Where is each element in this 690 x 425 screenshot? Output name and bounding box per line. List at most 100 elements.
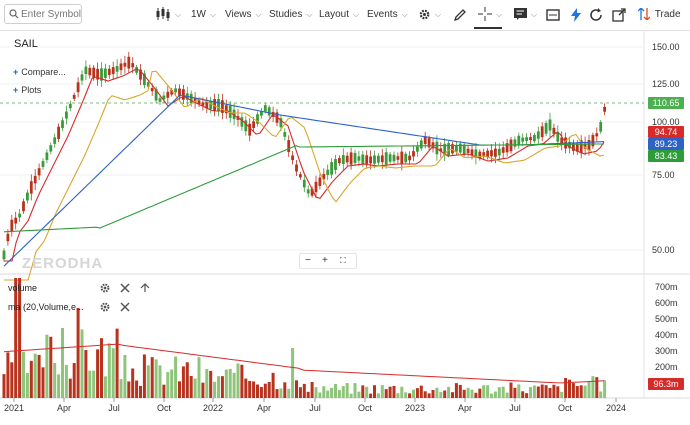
- trade-label: Trade: [654, 9, 681, 20]
- fit-screen-icon[interactable]: ⛶: [340, 256, 346, 265]
- plots-button[interactable]: + Plots: [13, 85, 41, 95]
- studies-menu[interactable]: Studies ⌵: [269, 0, 312, 30]
- volume-bar: [298, 387, 302, 398]
- volume-bar: [213, 381, 217, 398]
- candle-body: [416, 146, 419, 152]
- candle-body: [104, 68, 107, 78]
- candle-body: [494, 148, 497, 157]
- candle-body: [22, 201, 25, 212]
- refresh-icon[interactable]: [588, 7, 604, 23]
- search-icon: [9, 9, 19, 19]
- candle-body: [599, 122, 603, 132]
- candle-body: [146, 82, 150, 87]
- candle-body: [482, 152, 486, 157]
- candle-body: [595, 133, 599, 137]
- volume-bar: [135, 380, 139, 398]
- layout-menu[interactable]: Layout ⌵: [319, 0, 359, 30]
- volume-bar: [103, 376, 107, 398]
- volume-bar: [295, 380, 298, 398]
- volume-bar: [380, 385, 384, 398]
- candle-body: [392, 154, 396, 162]
- candle-body: [41, 161, 45, 167]
- crosshair-icon: [478, 7, 492, 22]
- views-menu[interactable]: Views ⌵: [225, 0, 262, 30]
- candle-body: [96, 68, 99, 80]
- candle-body: [544, 123, 548, 134]
- zoom-controls: − + ⛶: [299, 253, 357, 269]
- search-input[interactable]: [21, 6, 81, 22]
- symbol-search[interactable]: [4, 4, 82, 24]
- volume-bar: [240, 364, 244, 398]
- candle-body: [174, 88, 177, 93]
- candle-body: [338, 158, 341, 164]
- compare-button[interactable]: + Compare...: [13, 67, 66, 77]
- arrow-up-icon[interactable]: [140, 283, 150, 293]
- candle-body: [349, 152, 353, 165]
- volume-bar: [318, 392, 322, 398]
- layout-label: Layout: [319, 9, 350, 20]
- chevron-down-icon: ⌵: [435, 10, 442, 19]
- volume-bar: [61, 328, 64, 398]
- volume-bar: [287, 388, 291, 398]
- settings-dropdown[interactable]: ⌵: [418, 0, 441, 30]
- close-icon[interactable]: [120, 283, 130, 293]
- zoom-out-button[interactable]: −: [305, 255, 311, 266]
- candle-body: [388, 154, 392, 162]
- candle-body: [29, 181, 33, 194]
- volume-bar: [37, 354, 41, 398]
- candle-body: [447, 143, 450, 156]
- candle-body: [306, 189, 310, 194]
- close-icon[interactable]: [120, 302, 130, 312]
- x-tick-label: Oct: [358, 403, 373, 413]
- events-menu[interactable]: Events ⌵: [367, 0, 408, 30]
- chart-canvas[interactable]: 150.00 125.00 100.00 75.00 50.00 700m 600m 500m…: [0, 31, 690, 425]
- candle-body: [217, 98, 220, 112]
- candle-body: [119, 63, 123, 71]
- volume-bar: [587, 381, 591, 398]
- volume-ma-study-name: ma (20,Volume,e...: [8, 302, 84, 312]
- candles-icon: [156, 7, 170, 22]
- gear-icon: [419, 9, 430, 20]
- volume-bar: [544, 385, 548, 398]
- volume-bar: [497, 387, 501, 398]
- fullscreen-icon[interactable]: [545, 7, 561, 23]
- crosshair-dropdown[interactable]: ⌵: [478, 0, 502, 30]
- chart-type-dropdown[interactable]: ⌵: [155, 0, 181, 30]
- trade-button[interactable]: Trade: [637, 0, 681, 30]
- candle-body: [470, 149, 474, 155]
- candle-body: [419, 140, 423, 149]
- volume-bar: [330, 387, 334, 398]
- volume-bar: [439, 392, 443, 398]
- candle-body: [521, 137, 525, 142]
- gear-icon[interactable]: [99, 301, 111, 313]
- zoom-in-button[interactable]: +: [322, 255, 328, 266]
- candle-body: [115, 66, 119, 72]
- volume-bar: [41, 367, 45, 398]
- candle-body: [18, 213, 21, 218]
- data-window-dropdown[interactable]: ⌵: [514, 0, 537, 30]
- volume-bar: [341, 386, 345, 398]
- candle-body: [310, 188, 314, 196]
- x-tick-label: Jul: [509, 403, 521, 413]
- volume-bar: [525, 393, 529, 398]
- lightning-icon[interactable]: [568, 7, 584, 23]
- candle-body: [501, 147, 505, 153]
- volume-bar: [466, 387, 470, 398]
- chevron-down-icon: ⌵: [353, 10, 360, 19]
- volume-bar: [25, 372, 29, 398]
- interval-dropdown[interactable]: 1W ⌵: [191, 0, 216, 30]
- candle-body: [318, 177, 322, 186]
- gear-icon[interactable]: [99, 282, 111, 294]
- candle-body: [556, 131, 560, 142]
- volume-bar: [174, 356, 178, 398]
- candle-body: [33, 175, 37, 184]
- pencil-icon[interactable]: [452, 7, 468, 23]
- volume-tick-label: 400m: [655, 330, 678, 340]
- volume-bar: [259, 387, 263, 398]
- candle-body: [560, 137, 564, 145]
- volume-bar: [334, 383, 337, 398]
- volume-bar: [548, 388, 552, 398]
- volume-bar: [583, 385, 587, 398]
- volume-bar: [205, 369, 209, 398]
- popout-icon[interactable]: [611, 7, 627, 23]
